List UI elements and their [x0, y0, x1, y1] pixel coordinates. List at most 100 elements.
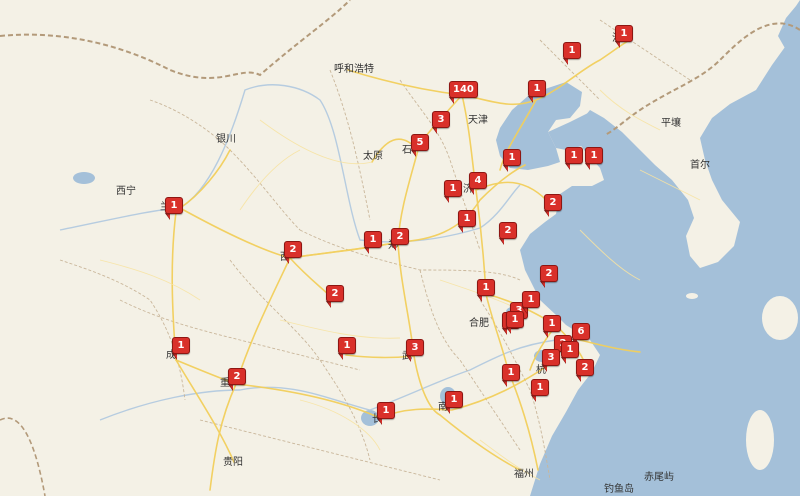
highway-network	[171, 39, 641, 491]
bohai-sea	[496, 82, 582, 170]
city-label-huhehaote: 呼和浩特	[334, 64, 374, 76]
national-border	[604, 22, 800, 136]
marker-pin-tail-inner	[523, 307, 527, 313]
marker-count: 2	[391, 228, 409, 245]
marker-pin-tail-inner	[500, 238, 504, 244]
city-label-tianjin: 天津	[468, 115, 488, 127]
marker-count: 1	[543, 315, 561, 332]
marker-pin-tail-inner	[412, 150, 416, 156]
marker-pin-tail-inner	[532, 395, 536, 401]
city-name: 首尔	[690, 160, 710, 171]
marker-count: 1	[506, 311, 524, 328]
marker-pin-tail-inner	[446, 407, 450, 413]
city-name: 济	[463, 184, 473, 195]
marker-count: 2	[544, 194, 562, 211]
marker-count: 1	[172, 337, 190, 354]
city-name: 杭	[536, 365, 546, 376]
marker-count: 1	[377, 402, 395, 419]
marker-pin-tail-inner	[470, 188, 474, 194]
marker-count: 1	[531, 379, 549, 396]
marker-pin-tail-inner	[478, 295, 482, 301]
city-name: 西宁	[116, 186, 136, 197]
island	[746, 410, 774, 470]
city-name: 合肥	[469, 318, 489, 329]
marker-pin-tail-inner	[339, 353, 343, 359]
city-name: 钓鱼岛	[604, 484, 634, 495]
marker-pin-tail-inner	[507, 327, 511, 333]
city-label-chong: 重	[220, 378, 230, 390]
marker-count: 4	[469, 172, 487, 189]
marker-count: 1	[528, 80, 546, 97]
marker-count: 2	[326, 285, 344, 302]
national-border	[0, 417, 46, 496]
city-name: 贵阳	[223, 457, 243, 468]
marker-count: 2	[499, 222, 517, 239]
marker-pin-tail-inner	[173, 353, 177, 359]
marker-pin-tail-inner	[545, 210, 549, 216]
city-name: 南	[438, 402, 448, 413]
marker-count: 1	[502, 364, 520, 381]
island	[762, 296, 798, 340]
city-label-chiwei: 赤尾屿	[644, 472, 674, 484]
marker-pin-tail-inner	[407, 355, 411, 361]
marker-count: 140	[449, 81, 478, 98]
marker-pin-tail-inner	[365, 247, 369, 253]
marker-pin-tail-inner	[577, 375, 581, 381]
marker-pin-tail-inner	[566, 163, 570, 169]
city-label-shouer: 首尔	[690, 160, 710, 172]
marker-pin-tail-inner	[450, 97, 454, 103]
marker-pin-tail-inner	[285, 257, 289, 263]
city-label-hang: 杭	[536, 365, 546, 377]
marker-pin-tail-inner	[529, 96, 533, 102]
marker-count: 3	[542, 349, 560, 366]
city-name: 太原	[363, 151, 383, 162]
city-name: 重	[220, 378, 230, 389]
marker-pin-tail-inner	[229, 384, 233, 390]
marker-count: 2	[228, 368, 246, 385]
marker-pin-tail-inner	[564, 58, 568, 64]
city-label-cheng: 成	[166, 350, 176, 362]
marker-pin-tail-inner	[392, 244, 396, 250]
marker-pin-tail-inner	[543, 365, 547, 371]
city-label-ji: 济	[463, 184, 473, 196]
marker-pin-tail-inner	[459, 226, 463, 232]
city-label-nan: 南	[438, 402, 448, 414]
city-label-fuzhou: 福州	[514, 469, 534, 481]
marker-pin-tail-inner	[503, 380, 507, 386]
marker-count: 2	[576, 359, 594, 376]
lake	[73, 172, 95, 184]
yangtze-river	[99, 339, 557, 421]
national-border	[0, 0, 351, 79]
marker-count: 3	[432, 111, 450, 128]
city-name: 呼和浩特	[334, 64, 374, 75]
island	[686, 293, 698, 299]
city-label-pingrang: 平壤	[661, 118, 681, 130]
marker-pin-tail-inner	[504, 165, 508, 171]
marker-count: 1	[585, 147, 603, 164]
marker-count: 1	[561, 341, 579, 358]
marker-pin-tail-inner	[544, 331, 548, 337]
marker-count: 1	[477, 279, 495, 296]
city-name: 成	[166, 350, 176, 361]
marker-count: 6	[572, 323, 590, 340]
marker-count: 5	[411, 134, 429, 151]
marker-pin-tail-inner	[503, 328, 507, 334]
marker-count: 1	[615, 25, 633, 42]
marker-count: 2	[284, 241, 302, 258]
marker-count: 3	[406, 339, 424, 356]
marker-count: 1	[445, 391, 463, 408]
city-label-diaoyu: 钓鱼岛	[604, 484, 634, 496]
city-name: 银川	[216, 134, 236, 145]
marker-count: 1	[522, 291, 540, 308]
marker-pin-tail-inner	[541, 281, 545, 287]
marker-pin-tail-inner	[562, 357, 566, 363]
marker-pin-tail-inner	[327, 301, 331, 307]
marker-count: 1	[458, 210, 476, 227]
marker-count: 1	[364, 231, 382, 248]
province-borders	[59, 19, 691, 481]
marker-pin-tail-inner	[378, 418, 382, 424]
city-name: 石	[402, 145, 412, 156]
city-name: 赤尾屿	[644, 472, 674, 483]
